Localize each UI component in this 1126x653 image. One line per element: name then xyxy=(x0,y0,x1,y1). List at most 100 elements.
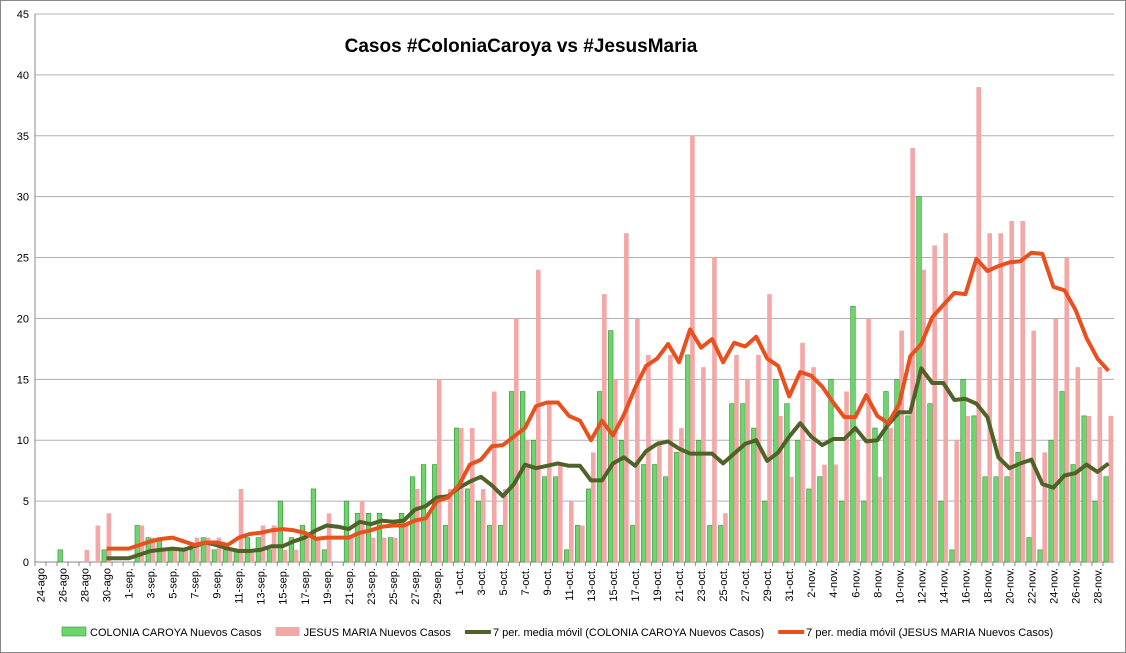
bar xyxy=(167,549,173,563)
bar xyxy=(161,549,167,562)
bar xyxy=(502,488,508,562)
x-tick-label: 26-nov. xyxy=(1070,568,1082,604)
bar xyxy=(657,440,662,562)
y-tick-label: 45 xyxy=(17,9,29,21)
bar xyxy=(954,440,959,562)
x-tick-label: 15-oct. xyxy=(608,568,620,602)
bar xyxy=(949,549,955,563)
bar xyxy=(458,428,464,562)
x-tick-label: 26-ago xyxy=(58,568,70,602)
bar xyxy=(982,476,988,563)
bar xyxy=(205,537,211,562)
bar xyxy=(475,500,482,563)
bar xyxy=(222,549,228,563)
x-tick-label: 16-nov. xyxy=(960,568,972,604)
bar xyxy=(106,513,112,562)
legend-label: 7 per. media móvil (COLONIA CAROYA Nuevo… xyxy=(493,627,764,639)
legend-swatch xyxy=(61,626,87,637)
bar xyxy=(1042,452,1048,562)
bar xyxy=(277,500,284,563)
bar xyxy=(971,415,977,563)
bar xyxy=(674,452,680,563)
x-tick-label: 24-nov. xyxy=(1048,568,1060,604)
bar xyxy=(828,379,834,563)
bar xyxy=(442,525,449,563)
y-tick-label: 10 xyxy=(17,435,29,447)
x-tick-label: 14-nov. xyxy=(938,568,950,604)
bar xyxy=(365,512,372,563)
bar xyxy=(817,476,823,563)
x-tick-label: 9-oct. xyxy=(542,568,554,596)
bar xyxy=(795,439,801,563)
bar xyxy=(646,354,651,562)
bar xyxy=(899,330,904,562)
bar xyxy=(304,537,310,562)
bar xyxy=(877,476,882,562)
bar xyxy=(564,549,570,563)
bar xyxy=(987,233,993,562)
bar xyxy=(729,403,735,563)
bar xyxy=(211,549,217,563)
bar xyxy=(84,549,90,562)
bar xyxy=(668,354,673,562)
bar xyxy=(822,464,827,562)
bar xyxy=(436,379,442,562)
bar xyxy=(707,525,713,563)
bar xyxy=(310,488,317,563)
x-tick-label: 7-sep. xyxy=(190,568,202,599)
x-tick-label: 30-ago xyxy=(102,568,114,602)
x-tick-label: 21-sep. xyxy=(344,568,356,605)
bar xyxy=(315,537,321,562)
bar xyxy=(751,427,757,563)
bar xyxy=(293,549,299,562)
bar xyxy=(1064,257,1070,562)
bar xyxy=(1075,367,1081,562)
x-tick-label: 4-nov. xyxy=(828,568,840,598)
bar xyxy=(189,549,195,563)
bar xyxy=(586,488,592,563)
bar xyxy=(348,537,354,562)
x-tick-label: 19-sep. xyxy=(322,568,334,605)
x-tick-label: 6-nov. xyxy=(850,568,862,598)
x-tick-label: 29-sep. xyxy=(432,568,444,605)
bar xyxy=(282,549,288,562)
bar xyxy=(387,537,394,563)
bar xyxy=(718,525,724,563)
x-tick-label: 17-sep. xyxy=(300,568,312,605)
bar xyxy=(370,537,376,562)
legend-label: JESUS MARIA Nuevos Casos xyxy=(304,627,452,639)
x-tick-label: 1-oct. xyxy=(454,568,466,596)
bar xyxy=(613,379,618,562)
bar xyxy=(425,513,431,562)
x-tick-label: 5-oct. xyxy=(498,568,510,596)
bar xyxy=(575,525,581,563)
y-tick-label: 25 xyxy=(17,253,29,265)
bar xyxy=(905,415,911,563)
bar xyxy=(480,488,486,562)
x-tick-label: 29-oct. xyxy=(762,568,774,602)
bar xyxy=(431,464,438,563)
bar xyxy=(591,452,596,562)
x-tick-label: 3-oct. xyxy=(476,568,488,596)
legend-label: 7 per. media móvil (JESUS MARIA Nuevos C… xyxy=(806,627,1053,639)
bar xyxy=(602,294,607,562)
bar xyxy=(800,342,805,562)
bar xyxy=(266,549,273,563)
bar xyxy=(57,549,63,563)
y-tick-label: 35 xyxy=(17,131,29,143)
bar xyxy=(546,403,552,562)
bar xyxy=(498,525,504,563)
bar xyxy=(762,500,768,563)
bar xyxy=(216,537,222,562)
y-tick-label: 5 xyxy=(23,496,29,508)
x-tick-label: 27-sep. xyxy=(410,568,422,605)
x-tick-label: 23-oct. xyxy=(696,568,708,602)
bar xyxy=(679,428,684,562)
bar xyxy=(486,525,493,563)
bar xyxy=(542,476,548,563)
bar xyxy=(927,403,933,563)
x-tick-label: 3-sep. xyxy=(146,568,158,599)
bar xyxy=(1048,439,1054,563)
y-tick-label: 15 xyxy=(17,374,29,386)
x-tick-label: 13-oct. xyxy=(586,568,598,602)
